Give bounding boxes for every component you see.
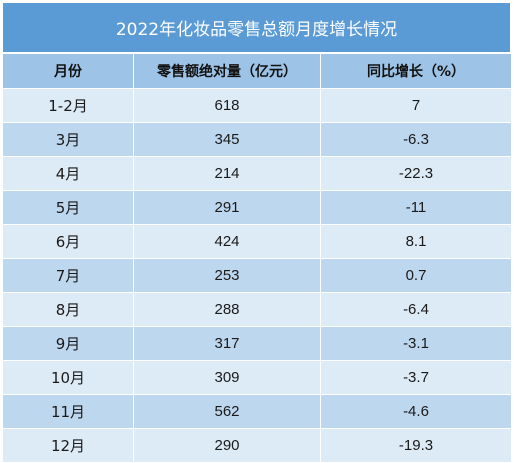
cell-month: 3月 [2, 122, 134, 157]
header-month: 月份 [2, 53, 134, 89]
cell-growth: -6.4 [320, 292, 512, 327]
cell-amount: 424 [133, 224, 321, 259]
cell-month: 4月 [2, 156, 134, 191]
table-row: 9月 317 -3.1 [2, 326, 512, 361]
cell-amount: 618 [133, 88, 321, 123]
cell-growth: -3.1 [320, 326, 512, 361]
cell-amount: 317 [133, 326, 321, 361]
cell-growth: -4.6 [320, 394, 512, 429]
sales-table: 月份 零售额绝对量（亿元） 同比增长（%） 1-2月 618 7 3月 345 … [2, 53, 512, 463]
cell-month: 8月 [2, 292, 134, 327]
cell-amount: 309 [133, 360, 321, 395]
cell-amount: 345 [133, 122, 321, 157]
cell-growth: -3.7 [320, 360, 512, 395]
cell-growth: 0.7 [320, 258, 512, 293]
table-row: 3月 345 -6.3 [2, 122, 512, 157]
cell-growth: -19.3 [320, 428, 512, 463]
table-row: 11月 562 -4.6 [2, 394, 512, 429]
table-row: 12月 290 -19.3 [2, 428, 512, 463]
cell-month: 5月 [2, 190, 134, 225]
cell-month: 9月 [2, 326, 134, 361]
cell-amount: 288 [133, 292, 321, 327]
cell-growth: -6.3 [320, 122, 512, 157]
cell-month: 12月 [2, 428, 134, 463]
table-row: 8月 288 -6.4 [2, 292, 512, 327]
cell-amount: 253 [133, 258, 321, 293]
table-row: 7月 253 0.7 [2, 258, 512, 293]
cell-month: 6月 [2, 224, 134, 259]
cell-month: 11月 [2, 394, 134, 429]
cell-amount: 214 [133, 156, 321, 191]
table-row: 6月 424 8.1 [2, 224, 512, 259]
cell-growth: -11 [320, 190, 512, 225]
header-amount: 零售额绝对量（亿元） [133, 53, 321, 89]
header-growth: 同比增长（%） [320, 53, 512, 89]
cell-growth: 8.1 [320, 224, 512, 259]
cell-amount: 290 [133, 428, 321, 463]
cell-amount: 291 [133, 190, 321, 225]
table-row: 10月 309 -3.7 [2, 360, 512, 395]
table-row: 1-2月 618 7 [2, 88, 512, 123]
cell-month: 7月 [2, 258, 134, 293]
cell-month: 1-2月 [2, 88, 134, 123]
table-row: 4月 214 -22.3 [2, 156, 512, 191]
header-row: 月份 零售额绝对量（亿元） 同比增长（%） [2, 53, 512, 89]
cell-growth: -22.3 [320, 156, 512, 191]
cell-month: 10月 [2, 360, 134, 395]
table-title: 2022年化妆品零售总额月度增长情况 [2, 2, 511, 53]
cell-growth: 7 [320, 88, 512, 123]
table-row: 5月 291 -11 [2, 190, 512, 225]
cell-amount: 562 [133, 394, 321, 429]
